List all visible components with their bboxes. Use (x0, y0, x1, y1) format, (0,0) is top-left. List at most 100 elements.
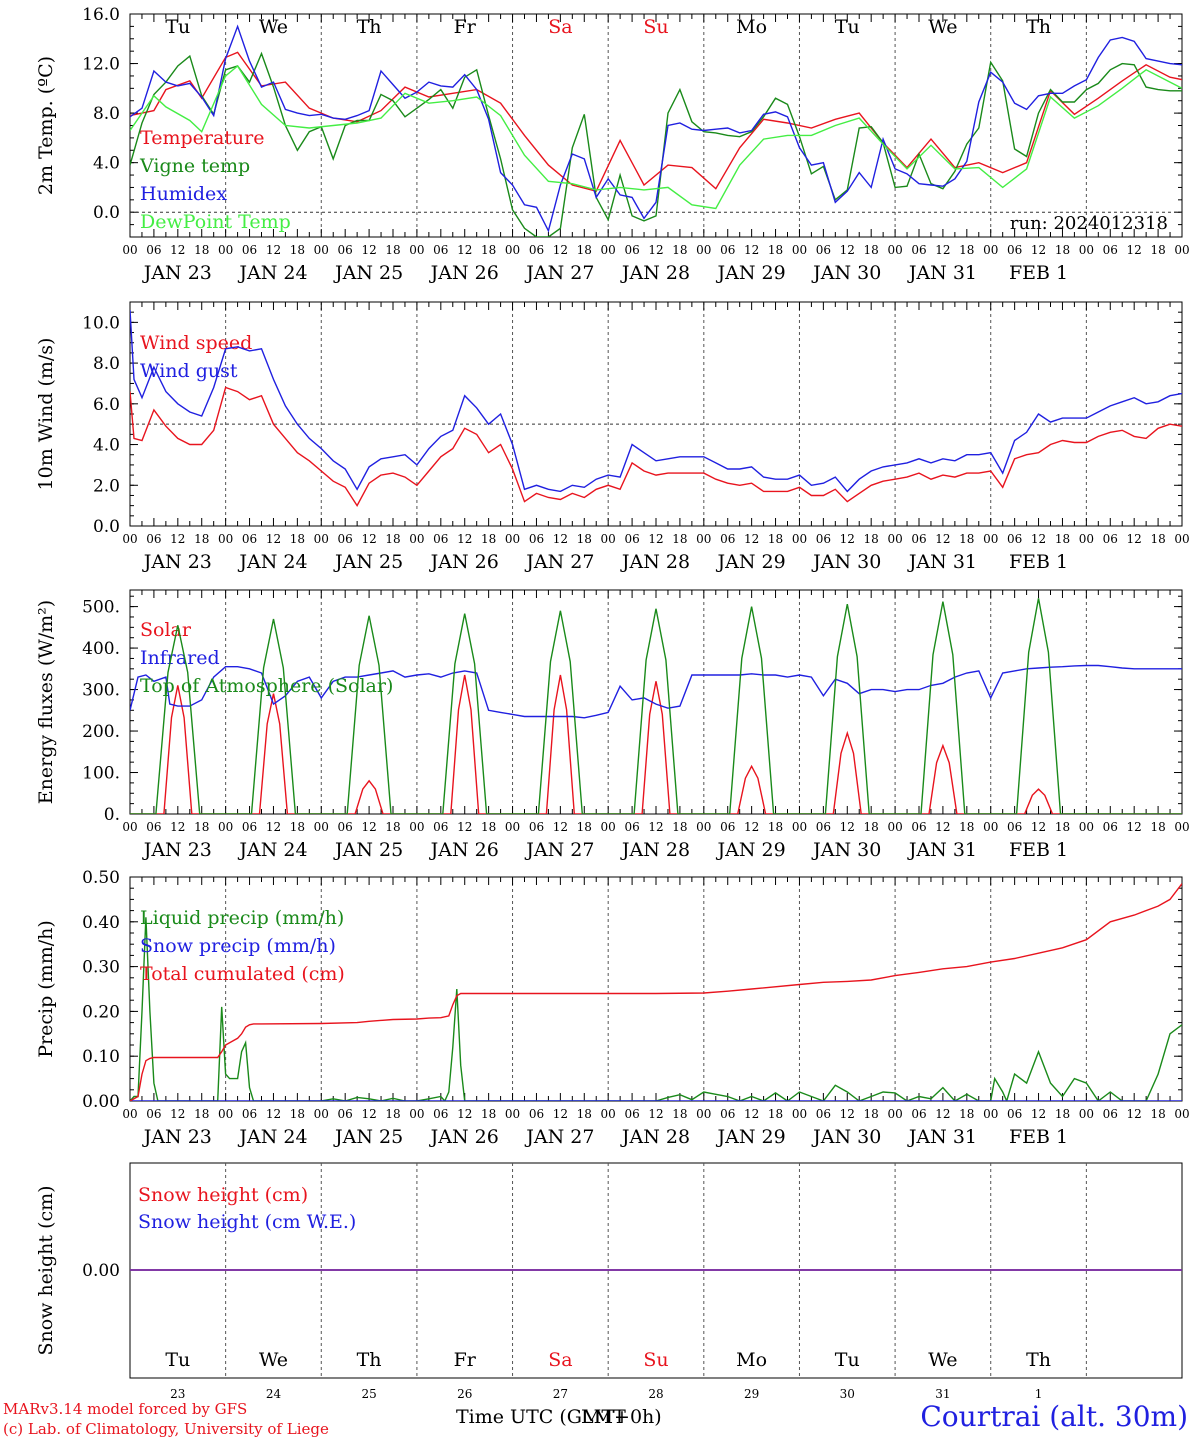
hour-tick-label: 18 (481, 243, 496, 257)
date-label: JAN 29 (716, 262, 786, 284)
hour-tick-label: 18 (577, 243, 592, 257)
hour-tick-label: 00 (1174, 1107, 1189, 1121)
hour-tick-label: 00 (409, 243, 424, 257)
hour-tick-label: 18 (194, 1107, 209, 1121)
hour-tick-label: 00 (218, 243, 233, 257)
hour-tick-label: 06 (338, 1107, 353, 1121)
date-label: JAN 27 (524, 839, 594, 861)
day-number-label: 26 (457, 1387, 472, 1401)
date-label: JAN 28 (620, 262, 690, 284)
day-name-label: We (259, 16, 288, 38)
hour-tick-label: 00 (887, 243, 902, 257)
hour-tick-label: 06 (816, 532, 831, 546)
series-temperature (130, 51, 1182, 193)
day-name-label: Th (1026, 16, 1051, 38)
hour-tick-label: 00 (1174, 820, 1189, 834)
hour-tick-label: 12 (361, 532, 376, 546)
hour-tick-label: 12 (840, 532, 855, 546)
date-label: JAN 31 (907, 839, 977, 861)
date-label: JAN 31 (907, 262, 977, 284)
hour-tick-label: 12 (1127, 820, 1142, 834)
date-label: JAN 26 (429, 262, 499, 284)
day-name-label: Tu (165, 1349, 190, 1371)
y-tick-label: 0.00 (82, 1261, 120, 1281)
hour-tick-label: 18 (672, 532, 687, 546)
x-axis-title: Time UTC (GMT+0h) (456, 1406, 662, 1428)
day-name-label: Mo (736, 16, 767, 38)
hour-tick-label: 06 (529, 243, 544, 257)
date-label: JAN 27 (524, 1126, 594, 1148)
hour-tick-label: 00 (314, 820, 329, 834)
day-name-label: Tu (165, 16, 190, 38)
legend-temperature: Temperature (140, 127, 264, 149)
hour-tick-label: 06 (433, 820, 448, 834)
hour-tick-label: 00 (792, 243, 807, 257)
series-solar (130, 674, 1182, 814)
date-label: JAN 29 (716, 1126, 786, 1148)
legend-wind-speed: Wind speed (140, 332, 252, 354)
day-name-label: Su (643, 16, 668, 38)
hour-tick-label: 18 (959, 1107, 974, 1121)
hour-tick-label: 06 (338, 820, 353, 834)
hour-tick-label: 00 (696, 243, 711, 257)
y-tick-label: 4.0 (93, 436, 120, 456)
y-axis-label: Snow height (cm) (35, 1185, 57, 1355)
hour-tick-label: 06 (529, 532, 544, 546)
day-number-label: 28 (648, 1387, 663, 1401)
hour-tick-label: 12 (648, 820, 663, 834)
y-axis-label: Precip (mm/h) (35, 920, 57, 1058)
hour-tick-label: 00 (792, 1107, 807, 1121)
station-name: Courtrai (alt. 30m) (920, 1400, 1188, 1433)
hour-tick-label: 12 (266, 1107, 281, 1121)
hour-tick-label: 18 (864, 820, 879, 834)
day-name-label: We (259, 1349, 288, 1371)
hour-tick-label: 00 (696, 820, 711, 834)
hour-tick-label: 06 (146, 820, 161, 834)
hour-tick-label: 12 (553, 820, 568, 834)
hour-tick-label: 00 (409, 820, 424, 834)
hour-tick-label: 00 (601, 820, 616, 834)
hour-tick-label: 00 (409, 532, 424, 546)
hour-tick-label: 18 (385, 243, 400, 257)
y-tick-label: 8.0 (93, 354, 120, 374)
hour-tick-label: 12 (553, 1107, 568, 1121)
hour-tick-label: 06 (146, 1107, 161, 1121)
date-label: JAN 28 (620, 1126, 690, 1148)
day-number-label: 25 (361, 1387, 376, 1401)
plot-frame (129, 589, 1183, 815)
date-label: FEB 1 (1009, 839, 1068, 861)
date-label: FEB 1 (1009, 1126, 1068, 1148)
hour-tick-label: 12 (457, 243, 472, 257)
hour-tick-label: 12 (170, 1107, 185, 1121)
date-label: JAN 30 (811, 1126, 881, 1148)
hour-tick-label: 18 (672, 243, 687, 257)
hour-tick-label: 18 (290, 243, 305, 257)
hour-tick-label: 06 (433, 1107, 448, 1121)
hour-tick-label: 00 (696, 532, 711, 546)
day-number-label: 29 (744, 1387, 759, 1401)
hour-tick-label: 18 (194, 532, 209, 546)
legend-snow-height-cm: Snow height (cm) (138, 1184, 308, 1206)
hour-tick-label: 06 (242, 820, 257, 834)
hour-tick-label: 06 (1103, 243, 1118, 257)
hour-tick-label: 12 (935, 243, 950, 257)
hour-tick-label: 18 (768, 1107, 783, 1121)
hour-tick-label: 06 (1007, 243, 1022, 257)
hour-tick-label: 18 (290, 1107, 305, 1121)
hour-tick-label: 06 (1103, 820, 1118, 834)
date-label: JAN 24 (237, 551, 307, 573)
hour-tick-label: 18 (577, 1107, 592, 1121)
y-axis-label: Energy fluxes (W/m²) (35, 600, 57, 804)
legend-top-of-atmosphere-solar: Top of Atmosphere (Solar) (140, 675, 393, 697)
legend-snow-height-cm-w-e: Snow height (cm W.E.) (138, 1211, 356, 1233)
y-tick-label: 0.0 (93, 517, 120, 537)
hour-tick-label: 12 (744, 1107, 759, 1121)
day-name-label: Tu (835, 16, 860, 38)
hour-tick-label: 18 (768, 820, 783, 834)
legend-solar: Solar (140, 619, 192, 641)
day-name-label: Mo (736, 1349, 767, 1371)
hour-tick-label: 06 (338, 532, 353, 546)
y-tick-label: 0.00 (82, 1092, 120, 1112)
hour-tick-label: 12 (840, 243, 855, 257)
hour-tick-label: 18 (385, 1107, 400, 1121)
